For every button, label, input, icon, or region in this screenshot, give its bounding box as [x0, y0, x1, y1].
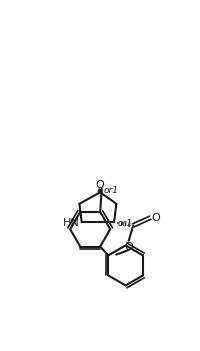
Text: O: O	[124, 242, 133, 252]
Text: O: O	[95, 180, 104, 190]
Text: HN: HN	[63, 218, 79, 228]
Text: or1: or1	[104, 186, 119, 195]
Text: O: O	[151, 213, 160, 223]
Text: or1: or1	[117, 219, 132, 227]
